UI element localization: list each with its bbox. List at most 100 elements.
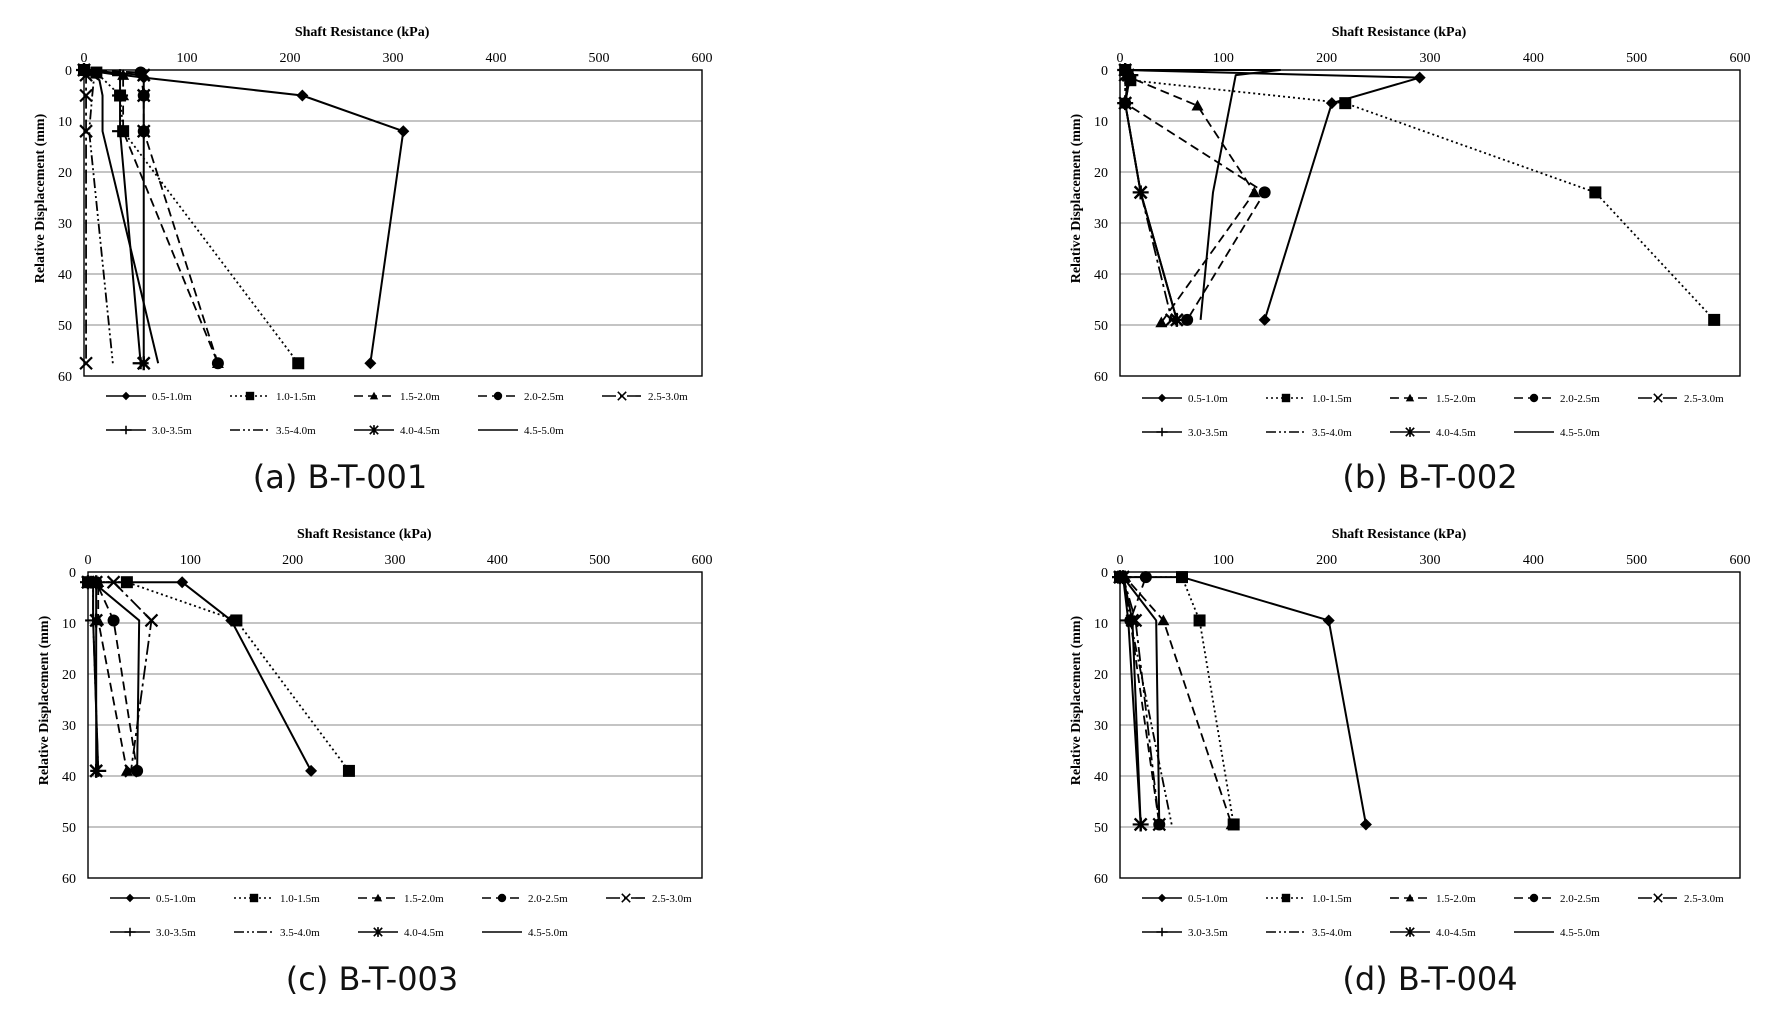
y-tick-label: 20 xyxy=(58,166,72,181)
data-point xyxy=(89,575,104,590)
x-tick-label: 100 xyxy=(180,553,201,568)
series-line xyxy=(1125,69,1282,320)
data-point xyxy=(136,356,151,371)
data-point xyxy=(89,613,104,628)
chart-panel-1: 0 100 200 300 400 500 600 0 10 20 30 40 50 60 Shaft Re… xyxy=(33,25,713,496)
data-point xyxy=(1322,614,1335,627)
x-tick-label: 200 xyxy=(1316,553,1337,568)
series-3.5-4.0m xyxy=(83,69,114,364)
y-tick-label: 40 xyxy=(58,268,72,283)
legend-label: 3.0-3.5m xyxy=(1188,427,1228,439)
series-line xyxy=(83,69,219,364)
legend-marker xyxy=(120,425,132,435)
legend-label: 2.0-2.5m xyxy=(1560,393,1600,405)
series-1.0-1.5m xyxy=(78,64,305,370)
legend-label: 1.5-2.0m xyxy=(1436,893,1476,905)
series-line xyxy=(1125,69,1421,321)
legend-label: 2.0-2.5m xyxy=(1560,893,1600,905)
x-tick-label: 200 xyxy=(282,553,303,568)
plot-frame xyxy=(1119,571,1741,879)
legend-marker xyxy=(1405,893,1415,902)
y-tick-label: 50 xyxy=(58,319,72,334)
y-tick-label: 60 xyxy=(1094,370,1108,385)
legend-entry: 1.5-2.0m xyxy=(358,893,444,905)
series-4.0-4.5m xyxy=(1113,570,1148,832)
x-tick-label: 300 xyxy=(1420,51,1441,66)
x-tick-label: 400 xyxy=(487,553,508,568)
legend-marker xyxy=(1405,427,1415,437)
legend-entry: 3.0-3.5m xyxy=(1142,927,1228,939)
legend-entry: 2.0-2.5m xyxy=(1514,893,1600,905)
data-point xyxy=(79,356,93,371)
series-line xyxy=(83,69,219,364)
y-tick-label: 50 xyxy=(1094,319,1108,334)
legend-label: 0.5-1.0m xyxy=(152,391,192,403)
data-point xyxy=(211,357,224,370)
x-tick-label: 200 xyxy=(1316,51,1337,66)
x-tick-label: 500 xyxy=(1626,553,1647,568)
x-tick-label: 100 xyxy=(177,51,198,66)
legend-label: 1.5-2.0m xyxy=(404,893,444,905)
series-1.5-2.0m xyxy=(78,64,224,369)
data-point xyxy=(397,125,410,138)
legend-entry: 4.5-5.0m xyxy=(1514,427,1600,439)
y-tick-label: 50 xyxy=(1094,821,1108,836)
x-tick-label: 300 xyxy=(385,553,406,568)
y-tick-label: 30 xyxy=(1094,217,1108,232)
data-point xyxy=(136,68,151,83)
data-point xyxy=(1258,186,1271,199)
legend-marker xyxy=(249,893,259,903)
legend-label: 3.5-4.0m xyxy=(1312,427,1352,439)
legend-label: 4.5-5.0m xyxy=(528,927,568,939)
x-axis-title: Shaft Resistance (kPa) xyxy=(295,25,430,40)
x-tick-label: 400 xyxy=(486,51,507,66)
data-point xyxy=(144,613,159,628)
y-tick-label: 50 xyxy=(62,821,76,836)
x-tick-label: 500 xyxy=(589,51,610,66)
legend-label: 0.5-1.0m xyxy=(1188,893,1228,905)
data-point xyxy=(120,576,133,589)
legend-entry: 4.5-5.0m xyxy=(1514,927,1600,939)
legend-entry: 1.5-2.0m xyxy=(1390,393,1476,405)
data-point xyxy=(1339,97,1352,110)
legend-marker xyxy=(373,927,383,937)
data-point xyxy=(1193,614,1206,627)
series-4.0-4.5m xyxy=(77,63,151,371)
y-tick-label: 20 xyxy=(1094,166,1108,181)
y-tick-label: 0 xyxy=(69,566,76,581)
chart-panel-4: 0 100 200 300 400 500 600 0 10 20 30 40 50 60 Shaft Re… xyxy=(1069,527,1751,998)
y-tick-label: 20 xyxy=(62,668,76,683)
legend-label: 1.5-2.0m xyxy=(400,391,440,403)
data-point xyxy=(79,88,93,103)
panel-caption: (b) B-T-002 xyxy=(1342,458,1517,496)
legend-marker xyxy=(1405,393,1415,402)
series-line xyxy=(1124,69,1715,321)
data-point xyxy=(1708,313,1721,326)
legend-entry: 3.0-3.5m xyxy=(110,927,196,939)
legend-label: 0.5-1.0m xyxy=(1188,393,1228,405)
legend-label: 3.5-4.0m xyxy=(276,425,316,437)
data-point xyxy=(107,614,120,627)
legend-marker xyxy=(1281,893,1291,903)
legend-marker xyxy=(1653,393,1663,403)
legend-label: 4.0-4.5m xyxy=(404,927,444,939)
data-point xyxy=(1157,614,1170,626)
data-point xyxy=(176,576,189,589)
legend-entry: 2.0-2.5m xyxy=(482,893,568,905)
data-point xyxy=(136,124,151,139)
legend-entry: 2.5-3.0m xyxy=(606,893,692,905)
y-axis-title: Relative Displacement (mm) xyxy=(1069,615,1084,785)
series-0.5-1.0m xyxy=(1119,64,1426,326)
series-2.5-3.0m xyxy=(77,63,93,371)
legend-label: 4.0-4.5m xyxy=(400,425,440,437)
series-4.0-4.5m xyxy=(1118,63,1184,327)
legend-entry: 4.5-5.0m xyxy=(482,927,568,939)
legend-marker xyxy=(369,391,379,400)
legend-marker xyxy=(1529,393,1539,403)
legend-marker xyxy=(1653,893,1663,903)
legend-label: 4.0-4.5m xyxy=(1436,927,1476,939)
legend-entry: 1.0-1.5m xyxy=(1266,893,1352,905)
legend-entry: 0.5-1.0m xyxy=(106,391,192,403)
data-point xyxy=(112,125,129,138)
legend-label: 3.0-3.5m xyxy=(156,927,196,939)
